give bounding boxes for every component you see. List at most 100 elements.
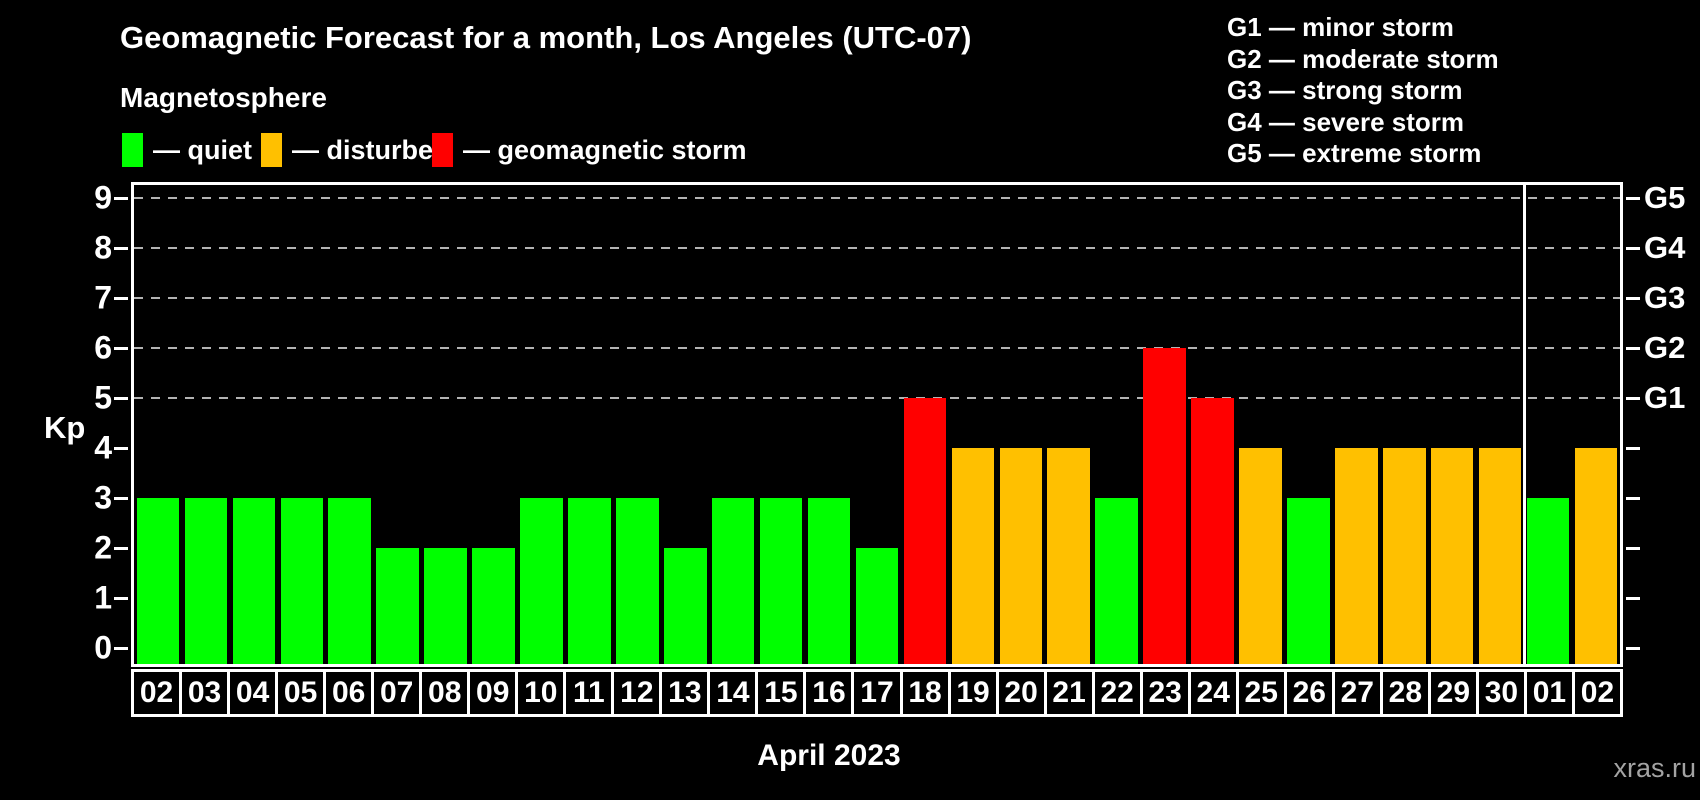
tick-right-kp-1 — [1626, 597, 1640, 600]
g-scale-label-g1: G1 — [1644, 380, 1686, 415]
tick-left-kp-8 — [114, 247, 128, 250]
day-label-cell-27: 27 — [1331, 669, 1383, 717]
day-label-cell-13: 13 — [659, 669, 711, 717]
kp-bar-day-27 — [1335, 448, 1378, 664]
legend-label-quiet: — quiet — [153, 134, 252, 165]
day-label-cell-06: 06 — [323, 669, 375, 717]
day-label-cell-26: 26 — [1283, 669, 1335, 717]
kp-bar-day-02 — [1574, 448, 1618, 664]
legend-label-disturbed: — disturbed — [292, 134, 450, 165]
g-scale-label-g3: G3 — [1644, 280, 1686, 315]
storm-scale-g5: G5 — extreme storm — [1227, 138, 1482, 169]
day-label-cell-30: 30 — [1475, 669, 1527, 717]
kp-bar-day-22 — [1095, 498, 1138, 664]
watermark: xras.ru — [1613, 753, 1696, 783]
day-label-cell-01: 01 — [1523, 669, 1575, 717]
day-label-cell-10: 10 — [515, 669, 567, 717]
month-separator-line — [1522, 185, 1526, 664]
day-label-cell-17: 17 — [851, 669, 903, 717]
kp-bar-day-07 — [376, 548, 419, 664]
kp-bar-day-29 — [1430, 448, 1474, 664]
kp-bar-day-24 — [1191, 398, 1234, 664]
tick-right-kp-2 — [1626, 547, 1640, 550]
tick-right-kp-8 — [1626, 247, 1640, 250]
day-label-cell-29: 29 — [1427, 669, 1479, 717]
kp-bar-day-02 — [136, 498, 180, 664]
legend-item-disturbed: — disturbed — [261, 132, 450, 168]
day-label-cell-09: 09 — [467, 669, 519, 717]
tick-left-kp-0 — [114, 647, 128, 650]
day-label-cell-02: 02 — [131, 669, 183, 717]
kp-bar-day-12 — [616, 498, 659, 664]
tick-left-kp-7 — [114, 297, 128, 300]
day-label-cell-05: 05 — [275, 669, 327, 717]
kp-bar-day-08 — [424, 548, 467, 664]
x-axis-title: April 2023 — [757, 739, 901, 772]
day-label-cell-25: 25 — [1235, 669, 1287, 717]
y-tick-label-2: 2 — [94, 529, 112, 566]
kp-bar-day-19 — [951, 448, 995, 664]
day-label-row: 02 03 04 05 06 07 08 09 10 11 12 13 14 15 16 17 18 19 20 21… — [131, 669, 1623, 717]
tick-right-kp-7 — [1626, 297, 1640, 300]
storm-scale-g4: G4 — severe storm — [1227, 106, 1465, 137]
y-tick-label-1: 1 — [94, 579, 112, 616]
day-label-cell-28: 28 — [1379, 669, 1431, 717]
gridline-kp-5 — [134, 397, 1620, 399]
gridline-kp-6 — [134, 347, 1620, 349]
y-tick-label-8: 8 — [94, 229, 112, 266]
g-scale-label-g5: G5 — [1644, 180, 1686, 215]
plot-area — [114, 182, 1640, 667]
kp-bar-day-11 — [568, 498, 611, 664]
y-tick-label-3: 3 — [94, 479, 112, 516]
plot-inner — [114, 185, 1640, 664]
day-label-cell-15: 15 — [755, 669, 807, 717]
tick-left-kp-2 — [114, 547, 128, 550]
tick-left-kp-9 — [114, 197, 128, 200]
day-label-cell-11: 11 — [563, 669, 615, 717]
day-label-cell-19: 19 — [947, 669, 999, 717]
quiet-color-swatch — [122, 133, 143, 167]
legend-title: Magnetosphere — [120, 82, 327, 113]
kp-bar-day-04 — [232, 498, 276, 664]
g-scale-label-g4: G4 — [1644, 230, 1686, 265]
day-label-cell-14: 14 — [707, 669, 759, 717]
kp-bar-day-30 — [1478, 448, 1522, 664]
kp-bar-day-23 — [1143, 348, 1186, 664]
day-label-cell-07: 07 — [371, 669, 423, 717]
y-tick-label-7: 7 — [94, 279, 112, 316]
kp-bar-day-18 — [903, 398, 947, 664]
kp-bar-day-26 — [1287, 498, 1330, 664]
y-tick-label-4: 4 — [94, 429, 112, 466]
kp-bar-day-20 — [999, 448, 1043, 664]
kp-bar-day-10 — [520, 498, 563, 664]
day-label-cell-08: 08 — [419, 669, 471, 717]
day-label-cell-02: 02 — [1571, 669, 1623, 717]
y-axis-title: Kp — [44, 410, 86, 445]
y-tick-label-0: 0 — [94, 629, 112, 666]
day-label-cell-03: 03 — [179, 669, 231, 717]
kp-bar-day-01 — [1526, 498, 1570, 664]
tick-right-kp-0 — [1626, 647, 1640, 650]
day-label-cell-18: 18 — [899, 669, 951, 717]
chart-title: Geomagnetic Forecast for a month, Los An… — [120, 20, 972, 55]
tick-right-kp-4 — [1626, 447, 1640, 450]
y-axis-tick-labels: 0 1 2 3 4 5 6 7 8 9 — [0, 180, 112, 666]
kp-bar-day-21 — [1047, 448, 1090, 664]
tick-right-kp-5 — [1626, 397, 1640, 400]
day-label-cell-04: 04 — [227, 669, 279, 717]
legend-item-quiet: — quiet — [122, 132, 252, 168]
tick-left-kp-5 — [114, 397, 128, 400]
kp-bar-day-28 — [1383, 448, 1426, 664]
kp-bar-day-15 — [759, 498, 803, 664]
tick-right-kp-3 — [1626, 497, 1640, 500]
kp-bar-day-03 — [184, 498, 228, 664]
kp-bar-day-14 — [711, 498, 755, 664]
disturbed-color-swatch — [261, 133, 282, 167]
gridline-kp-9 — [134, 197, 1620, 199]
tick-right-kp-9 — [1626, 197, 1640, 200]
storm-color-swatch — [432, 133, 453, 167]
storm-scale-legend: G1 — minor storm G2 — moderate storm G3 … — [1227, 12, 1499, 170]
storm-scale-g1: G1 — minor storm — [1227, 12, 1454, 42]
g-scale-axis-labels: G1 G2 G3 G4 G5 — [1644, 180, 1700, 664]
tick-left-kp-3 — [114, 497, 128, 500]
